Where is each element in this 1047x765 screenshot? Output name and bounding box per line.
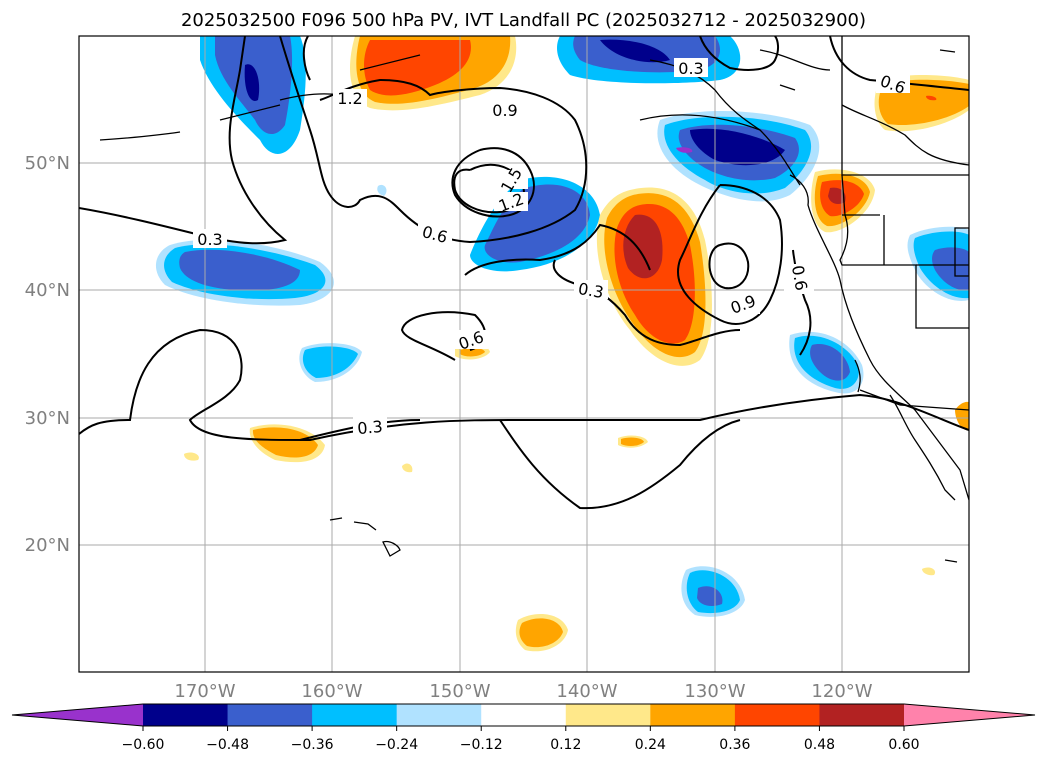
colorbar-left-extension (12, 704, 143, 726)
longitude-labels: 170°W 160°W 150°W 140°W 130°W 120°W (174, 681, 872, 702)
colorbar (11, 703, 1036, 727)
colorbar-tick-label: 0.24 (635, 737, 666, 753)
lat-label: 20°N (25, 535, 70, 556)
contour-label: 0.3 (574, 279, 608, 302)
lon-label: 170°W (174, 681, 235, 702)
contour-label: 0.6 (784, 264, 814, 294)
colorbar-ticks: −0.60 −0.48 −0.36 −0.24 −0.12 0.12 0.24 0.36 0.4… (122, 726, 920, 753)
contour-label: 0.3 (193, 229, 227, 249)
plot-area (79, 36, 969, 672)
colorbar-segment (227, 704, 313, 726)
positive-anomaly-fill (184, 36, 969, 652)
contour-label: 0.3 (674, 58, 708, 78)
lon-label: 150°W (429, 681, 490, 702)
colorbar-tick-label: 0.12 (550, 737, 581, 753)
lon-label: 160°W (301, 681, 362, 702)
contour-label: 1.2 (494, 189, 528, 216)
lat-label: 40°N (25, 280, 70, 301)
negative-anomaly-fill (155, 36, 969, 617)
contour-label: 0.9 (488, 100, 522, 120)
lon-label: 130°W (684, 681, 745, 702)
lon-label: 140°W (556, 681, 617, 702)
colorbar-right-extension (904, 704, 1035, 726)
colorbar-tick-label: −0.48 (206, 737, 249, 753)
colorbar-segment (312, 704, 398, 726)
colorbar-tick-label: 0.60 (888, 737, 919, 753)
lat-label: 50°N (25, 153, 70, 174)
colorbar-segment (143, 704, 229, 726)
contour-label: 0.6 (876, 71, 910, 98)
contour-label: 0.9 (726, 291, 760, 318)
gridlines (79, 36, 969, 672)
pv-contours (79, 36, 969, 510)
colorbar-segment (481, 704, 567, 726)
map-frame (78, 35, 970, 673)
svg-text:0.3: 0.3 (678, 59, 703, 78)
svg-text:0.9: 0.9 (492, 101, 517, 120)
contour-label: 0.3 (353, 417, 387, 438)
colorbar-tick-label: −0.12 (460, 737, 503, 753)
svg-text:1.2: 1.2 (337, 89, 362, 108)
colorbar-tick-label: 0.48 (804, 737, 835, 753)
contour-label: 0.6 (418, 222, 452, 247)
colorbar-segment (734, 704, 820, 726)
svg-text:0.3: 0.3 (197, 230, 222, 249)
colorbar-segment (565, 704, 651, 726)
contour-label: 1.2 (333, 89, 367, 108)
colorbar-segment (650, 704, 736, 726)
svg-text:0.3: 0.3 (357, 417, 384, 438)
svg-text:0.6: 0.6 (788, 264, 811, 292)
svg-text:0.3: 0.3 (577, 279, 605, 302)
colorbar-tick-label: −0.60 (122, 737, 165, 753)
contour-labels: 1.2 0.9 1.5 1.2 0.6 0.3 0.3 0.6 0.9 0.6 … (193, 58, 910, 438)
colorbar-segment (819, 704, 905, 726)
colorbar-tick-label: −0.24 (375, 737, 418, 753)
colorbar-tick-label: −0.36 (291, 737, 334, 753)
latitude-labels: 50°N 40°N 30°N 20°N (25, 153, 70, 556)
coastlines (99, 36, 969, 563)
colorbar-tick-label: 0.36 (719, 737, 750, 753)
colorbar-segment (396, 704, 482, 726)
lat-label: 30°N (25, 408, 70, 429)
map-title: 2025032500 F096 500 hPa PV, IVT Landfall… (180, 10, 867, 31)
lon-label: 120°W (811, 681, 872, 702)
